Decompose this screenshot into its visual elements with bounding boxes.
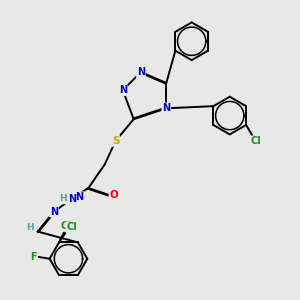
Text: H: H: [66, 194, 74, 203]
Text: N: N: [68, 194, 76, 204]
Text: O: O: [110, 190, 118, 200]
Text: N: N: [119, 85, 127, 95]
Text: S: S: [112, 136, 119, 146]
Text: N: N: [162, 103, 170, 113]
Text: F: F: [30, 252, 37, 262]
Text: N: N: [137, 67, 145, 77]
Text: Cl: Cl: [66, 222, 77, 232]
Text: N: N: [75, 192, 83, 202]
Text: H: H: [26, 223, 34, 232]
Text: Cl: Cl: [61, 221, 72, 231]
Text: N: N: [50, 207, 58, 217]
Text: Cl: Cl: [251, 136, 262, 146]
Text: H: H: [59, 194, 67, 203]
